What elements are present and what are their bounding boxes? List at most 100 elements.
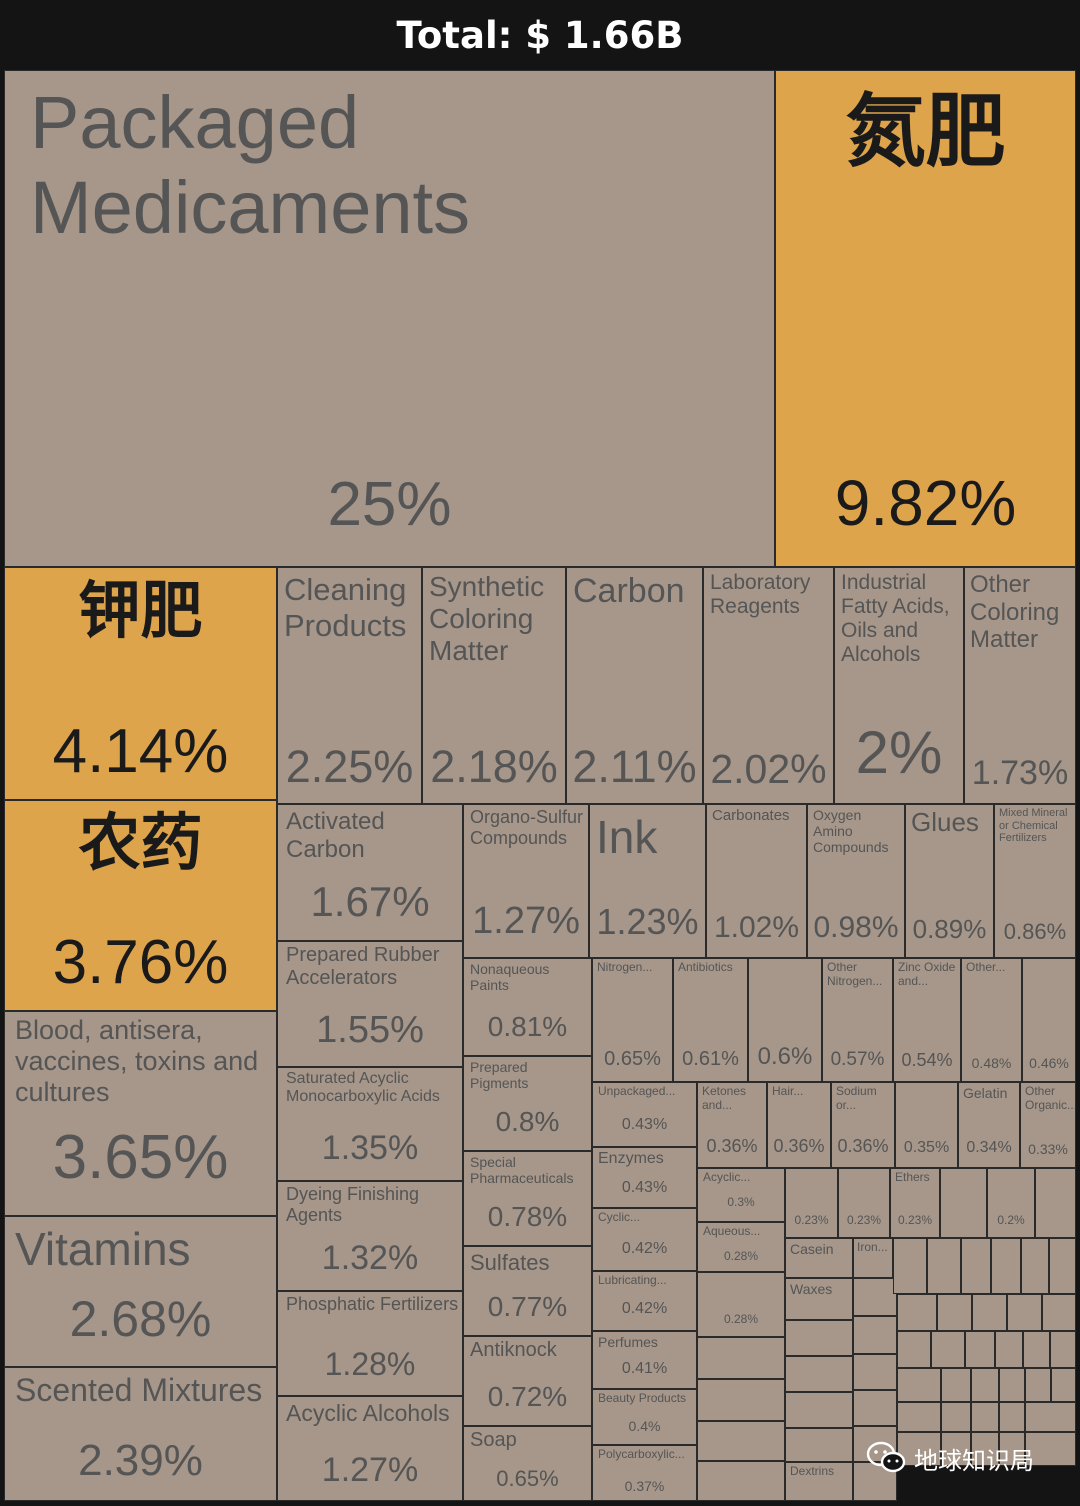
treemap-cell-item-48[interactable]: 0.35% [895,1082,958,1168]
treemap-cell-lubricating[interactable]: Lubricating... 0.42% [592,1271,697,1331]
treemap-cell-small[interactable] [940,1168,987,1238]
treemap-cell-synthetic-coloring-matter[interactable]: Synthetic Coloring Matter 2.18% [422,567,566,804]
treemap-cell-nitrogen[interactable]: Nitrogen... 0.65% [592,958,673,1082]
treemap-cell-beauty-products[interactable]: Beauty Products 0.4% [592,1389,697,1445]
treemap-cell-small[interactable] [853,1278,897,1316]
treemap-cell-phosphatic-fertilizers[interactable]: Phosphatic Fertilizers 1.28% [277,1291,463,1396]
treemap-cell-unpackaged[interactable]: Unpackaged... 0.43% [592,1082,697,1147]
treemap-cell-small[interactable] [941,1432,971,1466]
treemap-cell-small[interactable] [961,1238,991,1294]
treemap-cell-prepared-pigments[interactable]: Prepared Pigments 0.8% [463,1056,592,1151]
treemap-cell-small[interactable] [931,1331,965,1368]
treemap-cell-sodium-or[interactable]: Sodium or... 0.36% [831,1082,895,1168]
treemap-cell-other-coloring-matter[interactable]: Other Coloring Matter 1.73% [964,567,1076,804]
treemap-cell-antibiotics[interactable]: Antibiotics 0.61% [673,958,748,1082]
treemap-cell-other-nitrogen[interactable]: Other Nitrogen... 0.57% [822,958,893,1082]
treemap-cell-ketones-and[interactable]: Ketones and... 0.36% [697,1082,767,1168]
treemap-cell-small[interactable] [971,1402,999,1432]
treemap-cell-other-organic[interactable]: Other Organic... 0.33% [1020,1082,1076,1168]
treemap-cell-small[interactable] [927,1238,961,1294]
treemap-cell-small[interactable] [937,1294,972,1331]
treemap-cell-small[interactable] [999,1402,1025,1432]
treemap-cell-activated-carbon[interactable]: Activated Carbon 1.67% [277,804,463,941]
treemap-cell-nonaqueous-paints[interactable]: Nonaqueous Paints 0.81% [463,958,592,1056]
treemap-cell-zinc-oxide-and[interactable]: Zinc Oxide and... 0.54% [893,958,961,1082]
treemap-cell-industrial-fatty-acids-oils-and-alcohols[interactable]: Industrial Fatty Acids, Oils and Alcohol… [834,567,964,804]
treemap-cell-dextrins[interactable]: Dextrins [785,1462,853,1501]
treemap-cell-small[interactable] [999,1432,1025,1466]
treemap-cell-cyclic[interactable]: Cyclic... 0.42% [592,1208,697,1271]
treemap-cell-acyclic-alcohols[interactable]: Acyclic Alcohols 1.27% [277,1396,463,1501]
treemap-cell-iron[interactable]: Iron... [853,1238,893,1278]
treemap-cell-soap[interactable]: Soap 0.65% [463,1426,592,1501]
treemap-cell-small[interactable] [999,1368,1025,1402]
treemap-cell-item-54[interactable]: 0.23% [785,1168,838,1238]
treemap-cell-item-57[interactable]: 0.2% [987,1168,1035,1238]
treemap-cell-small[interactable] [972,1294,1007,1331]
treemap-cell-blood-antisera-vaccines-toxins-and-cultures[interactable]: Blood, antisera, vaccines, toxins and cu… [4,1011,277,1216]
treemap-cell-glues[interactable]: Glues 0.89% [905,804,994,958]
treemap-cell-item-55[interactable]: 0.23% [838,1168,890,1238]
treemap-cell-other[interactable]: Other... 0.48% [961,958,1022,1082]
treemap-cell-small[interactable] [1051,1368,1076,1402]
treemap-cell-prepared-rubber-accelerators[interactable]: Prepared Rubber Accelerators 1.55% [277,941,463,1067]
treemap-cell-item-3[interactable]: 农药 3.76% [4,800,277,1011]
treemap-cell-cleaning-products[interactable]: Cleaning Products 2.25% [277,567,422,804]
treemap-cell-small[interactable] [853,1316,897,1354]
treemap-cell-laboratory-reagents[interactable]: Laboratory Reagents 2.02% [703,567,834,804]
treemap-cell-antiknock[interactable]: Antiknock 0.72% [463,1336,592,1426]
treemap-cell-small[interactable] [853,1354,897,1390]
treemap-cell-small[interactable] [893,1238,927,1294]
treemap-cell-small[interactable] [941,1368,971,1402]
treemap-cell-small[interactable] [1025,1402,1076,1432]
treemap-cell-small[interactable] [697,1379,785,1421]
treemap-cell-small[interactable] [897,1402,941,1432]
treemap-cell-carbonates[interactable]: Carbonates 1.02% [706,804,807,958]
treemap-cell-item-37[interactable]: 0.46% [1022,958,1076,1082]
treemap-cell-small[interactable] [941,1402,971,1432]
treemap-cell-saturated-acyclic-monocarboxylic-acids[interactable]: Saturated Acyclic Monocarboxylic Acids 1.… [277,1067,463,1181]
treemap-cell-small[interactable] [1025,1432,1076,1466]
treemap-cell-item-1[interactable]: 氮肥 9.82% [775,70,1076,567]
treemap-cell-organo-sulfur-compounds[interactable]: Organo-Sulfur Compounds 1.27% [463,804,589,958]
treemap-cell-sulfates[interactable]: Sulfates 0.77% [463,1246,592,1336]
treemap-cell-mixed-mineral-or-chemical-fertilizers[interactable]: Mixed Mineral or Chemical Fertilizers 0.8… [994,804,1076,958]
treemap-cell-small[interactable] [1042,1294,1076,1331]
treemap-cell-small[interactable] [965,1331,995,1368]
treemap-cell-ethers[interactable]: Ethers 0.23% [890,1168,940,1238]
treemap-cell-dyeing-finishing-agents[interactable]: Dyeing Finishing Agents 1.32% [277,1181,463,1291]
treemap-cell-small[interactable] [971,1432,999,1466]
treemap-cell-small[interactable] [995,1331,1023,1368]
treemap-cell-oxygen-amino-compounds[interactable]: Oxygen Amino Compounds 0.98% [807,804,905,958]
treemap-cell-small[interactable] [697,1461,785,1501]
treemap-cell-small[interactable] [897,1368,941,1402]
treemap-cell-acyclic[interactable]: Acyclic... 0.3% [697,1168,785,1222]
treemap-cell-vitamins[interactable]: Vitamins 2.68% [4,1216,277,1367]
treemap-cell-item-53[interactable]: 0.28% [697,1272,785,1337]
treemap-cell-item-33[interactable]: 0.6% [748,958,822,1082]
treemap-cell-item-2[interactable]: 钾肥 4.14% [4,567,277,800]
treemap-cell-small[interactable] [697,1337,785,1379]
treemap-cell-small[interactable] [785,1320,853,1356]
treemap-cell-small[interactable] [785,1392,853,1428]
treemap-cell-small[interactable] [971,1368,999,1402]
treemap-cell-small[interactable] [697,1421,785,1461]
treemap-cell-small[interactable] [1007,1294,1042,1331]
treemap-cell-packaged-medicaments[interactable]: Packaged Medicaments 25% [4,70,775,567]
treemap-cell-small[interactable] [785,1356,853,1392]
treemap-cell-small[interactable] [853,1390,897,1426]
treemap-cell-aqueous[interactable]: Aqueous... 0.28% [697,1222,785,1272]
treemap-cell-small[interactable] [897,1294,937,1331]
treemap-cell-small[interactable] [1021,1238,1049,1294]
treemap-cell-perfumes[interactable]: Perfumes 0.41% [592,1331,697,1389]
treemap-cell-enzymes[interactable]: Enzymes 0.43% [592,1147,697,1208]
treemap-cell-small[interactable] [1049,1238,1076,1294]
treemap-cell-polycarboxylic[interactable]: Polycarboxylic... 0.37% [592,1445,697,1501]
treemap-cell-carbon[interactable]: Carbon 2.11% [566,567,703,804]
treemap-cell-small[interactable] [1035,1168,1076,1238]
treemap-cell-small[interactable] [1023,1331,1050,1368]
treemap-cell-special-pharmaceuticals[interactable]: Special Pharmaceuticals 0.78% [463,1151,592,1246]
treemap-cell-gelatin[interactable]: Gelatin 0.34% [958,1082,1020,1168]
treemap-cell-hair[interactable]: Hair... 0.36% [767,1082,831,1168]
treemap-cell-waxes[interactable]: Waxes [785,1278,853,1320]
